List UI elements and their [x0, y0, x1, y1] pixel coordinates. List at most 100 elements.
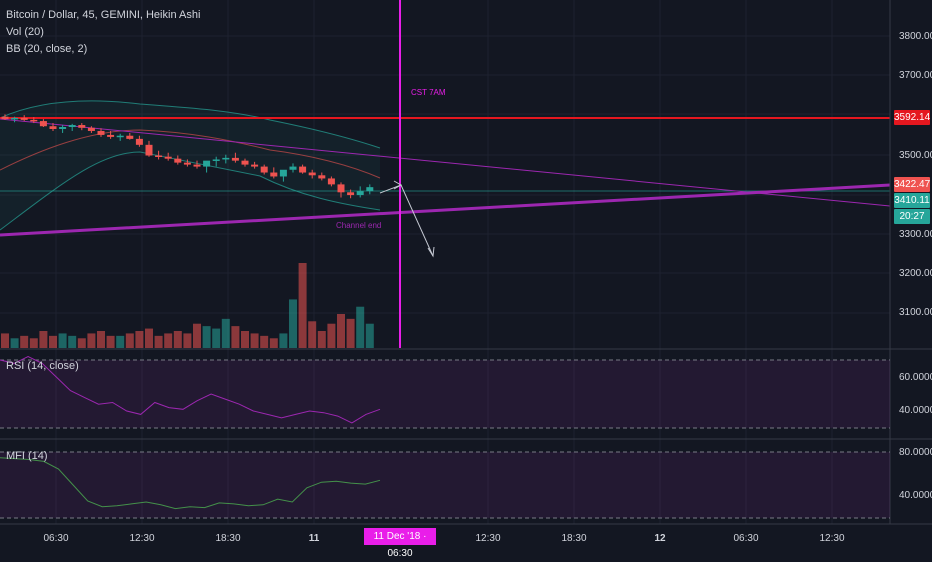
candle-body: [193, 164, 201, 167]
candle-body: [20, 117, 28, 120]
candle-body: [356, 191, 364, 196]
candle-body: [87, 127, 95, 131]
volume-bar: [164, 333, 173, 348]
mfi-band: [0, 452, 890, 518]
bb-legend[interactable]: BB (20, close, 2): [6, 43, 88, 55]
candles: [1, 114, 374, 199]
volume-bar: [173, 331, 182, 348]
volume-bar: [58, 333, 67, 348]
volume-bar: [116, 335, 125, 348]
time-label: 12:30: [475, 533, 501, 544]
volume-bar: [279, 333, 288, 348]
upper-trendline[interactable]: [0, 118, 891, 207]
volume-bar: [308, 321, 317, 348]
bb-fill: [0, 100, 380, 231]
volume-bar: [77, 338, 86, 348]
candle-body: [174, 158, 182, 163]
candle-body: [279, 169, 287, 177]
time-label: 06:30: [733, 533, 759, 544]
candle-body: [327, 178, 335, 185]
candle-body: [347, 192, 355, 196]
price-label: 3300.00: [899, 229, 932, 240]
time-label: 18:30: [215, 533, 241, 544]
volume-bar: [29, 338, 38, 348]
candle-body: [155, 155, 163, 158]
time-label-day: 11: [308, 533, 320, 544]
volume-bar: [365, 323, 374, 348]
volume-bar: [106, 335, 115, 348]
candle-body: [145, 144, 153, 156]
volume-bar: [231, 326, 240, 348]
candle-body: [241, 160, 249, 165]
candle-body: [212, 159, 220, 161]
arrow-head-upper: [393, 180, 403, 190]
rsi-line: [0, 356, 381, 424]
candle-body: [1, 116, 9, 120]
candle-body: [39, 121, 47, 127]
rsi-legend[interactable]: RSI (14, close): [6, 360, 79, 372]
price-label: 3100.00: [899, 307, 932, 318]
resistance-price-tag[interactable]: 3592.14: [894, 110, 931, 125]
volume-bar: [269, 338, 278, 348]
cst-annotation[interactable]: CST 7AM: [411, 88, 446, 97]
candle-body: [231, 157, 239, 161]
candle-body: [366, 187, 374, 192]
candle-body: [68, 125, 76, 128]
candle-body: [126, 135, 134, 139]
crosshair-date-badge: 11 Dec '18 · 06:30: [364, 528, 436, 559]
candle-body: [203, 160, 211, 167]
price-label: 3800.00: [899, 31, 932, 42]
volume-bar: [221, 318, 230, 348]
price-label: 3500.00: [899, 150, 932, 161]
mfi-axis-label: 40.0000: [899, 490, 932, 501]
candle-body: [30, 119, 38, 122]
volume-bar: [183, 333, 192, 348]
volume-bar: [68, 335, 77, 348]
volume-legend[interactable]: Vol (20): [6, 26, 44, 38]
time-label: 18:30: [561, 533, 587, 544]
mfi-legend[interactable]: MFI (14): [6, 450, 48, 462]
time-label: 12:30: [819, 533, 845, 544]
volume-bar: [241, 331, 249, 348]
candle-body: [337, 184, 345, 193]
bb-upper-line: [0, 100, 381, 149]
volume-bar: [346, 318, 355, 348]
bb-lower-line: [0, 151, 381, 231]
price-label: 3200.00: [899, 268, 932, 279]
arrow-head-lower: [427, 246, 435, 258]
projection-arrow[interactable]: [379, 184, 434, 257]
candle-body: [260, 166, 268, 173]
candle-body: [59, 127, 67, 129]
volume-bar: [1, 333, 9, 348]
candle-body: [78, 125, 86, 128]
volume-bar: [289, 299, 297, 348]
bar-countdown-tag: 20:27: [894, 209, 930, 224]
candle-body: [11, 117, 19, 120]
teal-price-tag: 3410.11: [894, 193, 930, 208]
candle-body: [222, 157, 230, 160]
volume-bar: [125, 333, 134, 348]
trading-chart[interactable]: [0, 0, 932, 550]
candle-body: [289, 166, 297, 170]
volume-bar: [20, 335, 29, 348]
time-label: 12:30: [129, 533, 155, 544]
price-label: 3700.00: [899, 70, 932, 81]
volume-bar: [317, 331, 326, 348]
rsi-axis-label: 60.0000: [899, 372, 932, 383]
symbol-legend[interactable]: Bitcoin / Dollar, 45, GEMINI, Heikin Ash…: [6, 9, 201, 21]
volume-bar: [327, 323, 336, 348]
time-label-day: 12: [654, 533, 666, 544]
volume-bar: [193, 323, 201, 348]
volume-bar: [135, 331, 144, 348]
volume-bars: [1, 263, 374, 348]
rsi-band: [0, 360, 890, 428]
candle-body: [49, 126, 57, 129]
current-price-tag: 3422.47: [894, 177, 931, 192]
volume-bar: [87, 333, 96, 348]
channel-lower-trendline[interactable]: [0, 183, 891, 237]
volume-bar: [250, 333, 259, 348]
channel-end-annotation[interactable]: Channel end: [336, 221, 382, 230]
volume-bar: [356, 306, 365, 348]
volume-bar: [10, 338, 19, 348]
candle-body: [270, 172, 278, 177]
